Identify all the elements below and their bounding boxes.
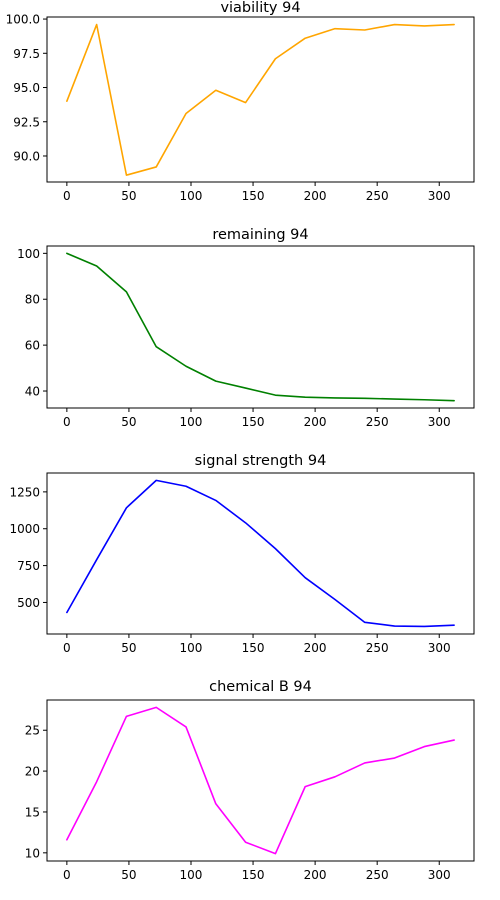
x-tick-label: 100 bbox=[180, 415, 203, 429]
x-tick-label: 200 bbox=[304, 189, 327, 203]
plot-area-frame bbox=[46, 245, 475, 409]
x-tick-label: 0 bbox=[63, 868, 71, 882]
x-tick-label: 300 bbox=[428, 868, 451, 882]
y-tick-label: 10 bbox=[25, 846, 40, 860]
chart-title: chemical B 94 bbox=[209, 679, 312, 695]
plot-area-frame bbox=[46, 699, 475, 862]
x-tick-label: 300 bbox=[428, 415, 451, 429]
y-tick-label: 60 bbox=[25, 339, 40, 353]
x-tick-label: 300 bbox=[428, 641, 451, 655]
y-tick-label: 750 bbox=[17, 559, 40, 573]
series-line bbox=[66, 23, 455, 176]
x-tick-label: 150 bbox=[242, 641, 265, 655]
y-tick-label: 100.0 bbox=[6, 13, 40, 27]
chart-remaining: remaining 94 0 50 100 150 200 250 300 40 60 80 100 bbox=[17, 227, 475, 429]
x-tick-label: 100 bbox=[180, 189, 203, 203]
series-line bbox=[66, 479, 455, 628]
chart-signal-strength: signal strength 94 0 50 100 150 200 250 300 500… bbox=[9, 453, 475, 655]
x-tick-label: 0 bbox=[63, 641, 71, 655]
y-tick-label: 90.0 bbox=[13, 149, 40, 163]
x-tick-label: 300 bbox=[428, 189, 451, 203]
x-tick-label: 250 bbox=[366, 189, 389, 203]
y-tick-label: 40 bbox=[25, 385, 40, 399]
y-tick-label: 20 bbox=[25, 765, 40, 779]
x-tick-label: 250 bbox=[366, 415, 389, 429]
plot-area-frame bbox=[46, 16, 475, 183]
y-tick-label: 1000 bbox=[9, 522, 40, 536]
y-tick-label: 1250 bbox=[9, 485, 40, 499]
x-tick-label: 150 bbox=[242, 189, 265, 203]
y-tick-label: 80 bbox=[25, 293, 40, 307]
y-tick-label: 25 bbox=[25, 724, 40, 738]
x-tick-label: 0 bbox=[63, 415, 71, 429]
series-line bbox=[66, 706, 455, 855]
x-tick-label: 150 bbox=[242, 868, 265, 882]
x-tick-label: 0 bbox=[63, 189, 71, 203]
y-tick-label: 500 bbox=[17, 596, 40, 610]
x-tick-label: 50 bbox=[121, 415, 136, 429]
y-tick-label: 92.5 bbox=[13, 115, 40, 129]
series-line bbox=[66, 252, 455, 402]
x-tick-label: 200 bbox=[304, 641, 327, 655]
x-tick-label: 250 bbox=[366, 868, 389, 882]
plot-area-frame bbox=[46, 472, 475, 635]
chart-chemical-b: chemical B 94 0 50 100 150 200 250 300 10 15 20 25 bbox=[25, 679, 475, 882]
x-tick-label: 200 bbox=[304, 415, 327, 429]
chart-title: remaining 94 bbox=[212, 227, 308, 243]
y-tick-label: 97.5 bbox=[13, 47, 40, 61]
chart-viability: viability 94 0 50 100 150 200 250 300 90.0 92.5 9… bbox=[6, 0, 475, 203]
x-tick-label: 50 bbox=[121, 868, 136, 882]
x-tick-label: 100 bbox=[180, 641, 203, 655]
x-tick-label: 100 bbox=[180, 868, 203, 882]
x-tick-label: 150 bbox=[242, 415, 265, 429]
x-tick-label: 50 bbox=[121, 641, 136, 655]
y-tick-label: 100 bbox=[17, 247, 40, 261]
chart-title: signal strength 94 bbox=[195, 453, 327, 469]
y-tick-label: 15 bbox=[25, 805, 40, 819]
x-tick-label: 50 bbox=[121, 189, 136, 203]
y-tick-label: 95.0 bbox=[13, 81, 40, 95]
x-tick-label: 250 bbox=[366, 641, 389, 655]
chart-title: viability 94 bbox=[220, 0, 300, 16]
x-tick-label: 200 bbox=[304, 868, 327, 882]
